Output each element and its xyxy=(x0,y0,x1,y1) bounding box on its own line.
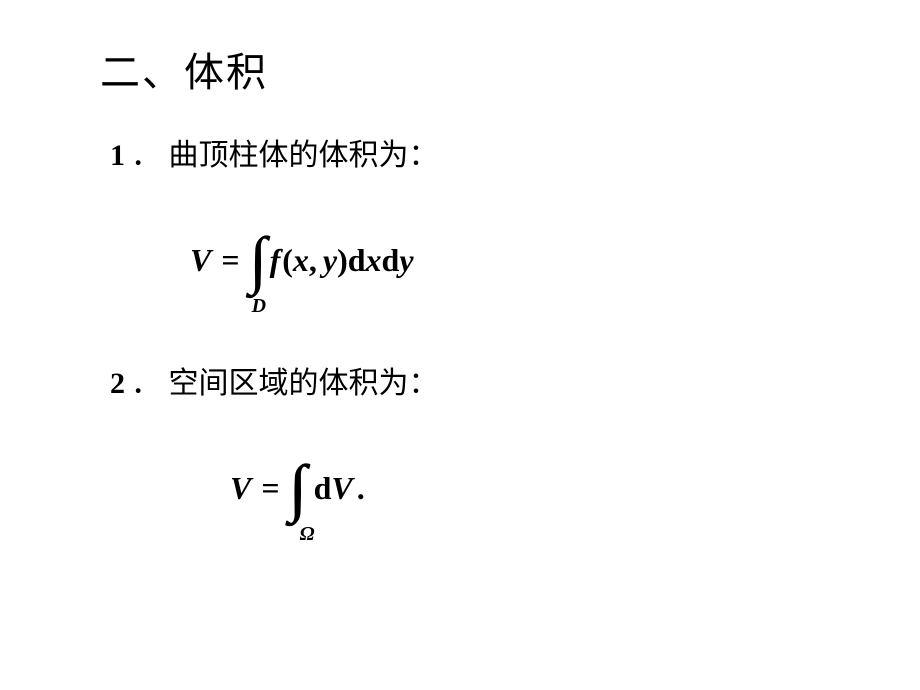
f1-d1: d xyxy=(348,242,366,279)
formula-1-math: V = ∫∫ D f ( x , y ) d x d y xyxy=(190,210,414,310)
item-2-text: 空间区域的体积为： xyxy=(169,367,439,400)
f1-y: y xyxy=(323,242,337,279)
item-1-text: 曲顶柱体的体积为： xyxy=(169,139,439,172)
f1-comma: , xyxy=(309,242,317,279)
formula-2-math: V = ∫∫∫ Ω d V . xyxy=(230,438,365,538)
f1-fn: f xyxy=(270,242,281,279)
f2-lhs: V xyxy=(230,470,251,507)
item-2-sep: ． xyxy=(131,367,161,400)
f1-lp: ( xyxy=(282,242,293,279)
f1-rp: ) xyxy=(337,242,348,279)
formula-1: V = ∫∫ D f ( x , y ) d x d y xyxy=(190,210,920,310)
item-1-number: 1 xyxy=(110,139,125,172)
f1-lhs: V xyxy=(190,242,211,279)
f1-integral-sub: D xyxy=(252,295,266,318)
item-2: 2． 空间区域的体积为： xyxy=(110,358,920,402)
item-1-sep: ． xyxy=(131,139,161,172)
f2-dot: . xyxy=(357,470,365,507)
slide: 二、体积 1． 曲顶柱体的体积为： V = ∫∫ D f ( x , y ) d… xyxy=(0,0,920,690)
item-2-number: 2 xyxy=(110,367,125,400)
f2-d: d xyxy=(314,470,332,507)
f1-x: x xyxy=(293,242,309,279)
f1-eq: = xyxy=(221,242,239,279)
f1-v1: x xyxy=(366,242,382,279)
f2-eq: = xyxy=(261,470,279,507)
f1-v2: y xyxy=(399,242,413,279)
f1-d2: d xyxy=(382,242,400,279)
item-1: 1． 曲顶柱体的体积为： xyxy=(110,130,920,174)
section-heading: 二、体积 xyxy=(100,40,920,98)
f2-var: V xyxy=(331,470,352,507)
f2-integral-sub: Ω xyxy=(300,523,315,546)
formula-2: V = ∫∫∫ Ω d V . xyxy=(230,438,920,538)
